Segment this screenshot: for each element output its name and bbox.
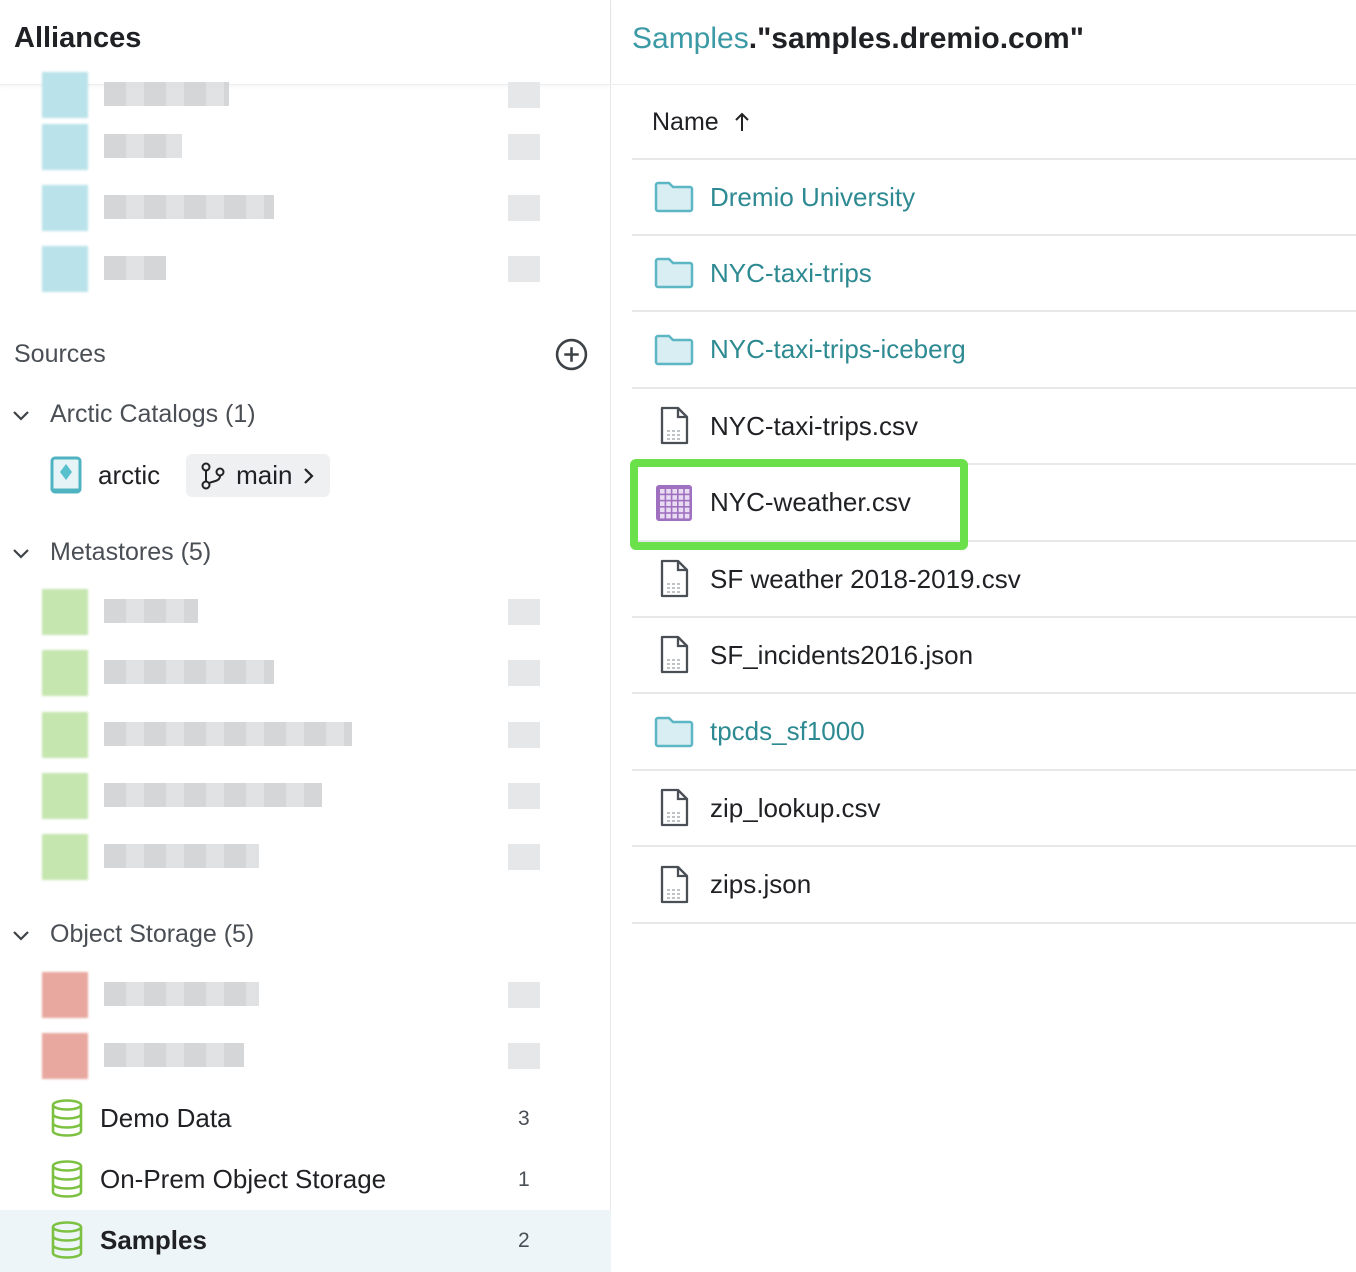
source-arctic[interactable]: arctic main [50,454,331,497]
sidebar-title: Alliances [0,0,610,85]
source-icon [42,246,88,292]
table-row[interactable]: tpcds_sf1000 [632,695,1356,771]
row-name: Dremio University [710,181,916,212]
row-name: zips.json [710,869,812,900]
row-name: zip_lookup.csv [710,792,881,823]
sources-label: Sources [14,340,106,368]
source-icon [42,650,88,696]
breadcrumb-parent[interactable]: Samples [632,22,749,55]
table-row[interactable]: zip_lookup.csv [632,771,1356,848]
source-icon [42,972,88,1018]
chevron-down-icon [13,548,29,559]
source-count: 2 [518,1229,530,1252]
table-row[interactable]: NYC-weather.csv [632,466,1356,542]
source-count: 3 [518,1107,530,1130]
obscured-source-item[interactable] [42,773,542,819]
source-icon [42,773,88,819]
table-row[interactable]: NYC-taxi-trips.csv [632,389,1356,466]
add-source-icon[interactable] [555,338,588,371]
folder-icon [654,181,694,213]
breadcrumb-current: "samples.dremio.com" [757,22,1084,55]
source-icon [42,712,88,758]
obscured-source-item[interactable] [42,650,542,696]
obscured-source-item[interactable] [42,124,542,170]
sidebar: Alliances Sources Arctic Catalogs (1) ar… [0,0,611,1272]
obscured-source-item[interactable] [42,712,542,758]
source-icon [42,124,88,170]
table-row[interactable]: SF weather 2018-2019.csv [632,542,1356,618]
main-panel: Samples."samples.dremio.com" Name Dremio… [612,0,1356,1266]
source-count: 1 [518,1168,530,1191]
table-row[interactable]: NYC-taxi-trips [632,236,1356,313]
row-name: tpcds_sf1000 [710,716,865,747]
obscured-source-item[interactable] [42,246,542,292]
dataset-table-icon [656,484,692,521]
chevron-down-icon [13,410,29,421]
table-row[interactable]: Dremio University [632,160,1356,236]
folder-icon [654,334,694,366]
arctic-catalog-icon [50,456,82,493]
database-icon [51,1221,83,1259]
database-icon [51,1099,83,1137]
group-metastores[interactable]: Metastores (5) [10,538,211,567]
source-icon [42,1033,88,1079]
branch-icon [201,462,225,489]
file-icon [660,559,689,598]
source-item[interactable]: Demo Data [50,1099,232,1137]
sort-ascending-icon [734,112,749,131]
obscured-source-item[interactable] [42,589,542,635]
breadcrumb: Samples."samples.dremio.com" [612,0,1356,85]
name-column-header[interactable]: Name [632,86,1356,160]
obscured-source-item[interactable] [42,834,542,880]
obscured-source-item[interactable] [42,1033,542,1079]
group-arctic-catalogs[interactable]: Arctic Catalogs (1) [10,400,256,429]
row-name: NYC-taxi-trips.csv [710,410,919,441]
chevron-right-icon [304,467,315,484]
folder-icon [654,716,694,748]
source-icon [42,834,88,880]
source-icon [42,185,88,231]
obscured-source-item[interactable] [42,972,542,1018]
file-icon [660,789,689,827]
row-name: NYC-weather.csv [710,487,911,518]
table-row[interactable]: NYC-taxi-trips-iceberg [632,313,1356,389]
row-name: NYC-taxi-trips-iceberg [710,334,966,365]
obscured-source-item[interactable] [42,72,542,118]
row-name: SF_incidents2016.json [710,639,974,670]
file-icon [660,636,689,674]
source-icon [42,72,88,118]
table-row[interactable]: SF_incidents2016.json [632,618,1356,695]
row-name: NYC-taxi-trips [710,257,872,288]
database-icon [51,1160,83,1198]
table-row[interactable]: zips.json [632,848,1356,924]
file-icon [660,407,689,445]
group-object-storage[interactable]: Object Storage (5) [10,920,254,949]
source-icon [42,589,88,635]
file-icon [660,865,689,903]
branch-selector[interactable]: main [186,454,331,497]
obscured-source-item[interactable] [42,185,542,231]
row-name: SF weather 2018-2019.csv [710,563,1021,594]
source-item[interactable]: On-Prem Object Storage [50,1160,386,1198]
source-item[interactable]: Samples [50,1221,207,1259]
folder-icon [654,258,694,289]
chevron-down-icon [13,930,29,941]
